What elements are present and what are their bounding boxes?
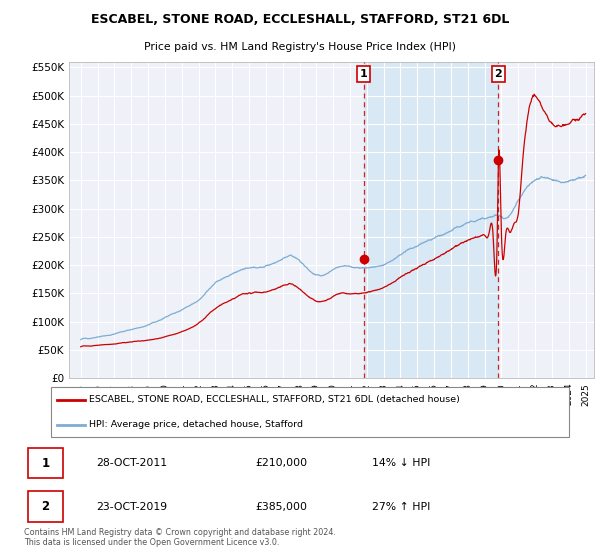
Text: Price paid vs. HM Land Registry's House Price Index (HPI): Price paid vs. HM Land Registry's House … xyxy=(144,43,456,52)
FancyBboxPatch shape xyxy=(28,448,62,478)
Text: 28-OCT-2011: 28-OCT-2011 xyxy=(96,458,167,468)
Text: £210,000: £210,000 xyxy=(256,458,308,468)
FancyBboxPatch shape xyxy=(50,387,569,437)
Text: 14% ↓ HPI: 14% ↓ HPI xyxy=(372,458,430,468)
Text: ESCABEL, STONE ROAD, ECCLESHALL, STAFFORD, ST21 6DL: ESCABEL, STONE ROAD, ECCLESHALL, STAFFOR… xyxy=(91,13,509,26)
FancyBboxPatch shape xyxy=(28,492,62,522)
Text: Contains HM Land Registry data © Crown copyright and database right 2024.
This d: Contains HM Land Registry data © Crown c… xyxy=(24,528,336,547)
Text: 23-OCT-2019: 23-OCT-2019 xyxy=(96,502,167,512)
Text: 2: 2 xyxy=(41,500,50,513)
Text: 27% ↑ HPI: 27% ↑ HPI xyxy=(372,502,430,512)
Text: ESCABEL, STONE ROAD, ECCLESHALL, STAFFORD, ST21 6DL (detached house): ESCABEL, STONE ROAD, ECCLESHALL, STAFFOR… xyxy=(89,395,460,404)
Text: 2: 2 xyxy=(494,69,502,80)
Text: HPI: Average price, detached house, Stafford: HPI: Average price, detached house, Staf… xyxy=(89,421,303,430)
Bar xyxy=(364,62,499,378)
Text: 1: 1 xyxy=(41,457,50,470)
Text: 1: 1 xyxy=(360,69,368,80)
Text: £385,000: £385,000 xyxy=(256,502,308,512)
